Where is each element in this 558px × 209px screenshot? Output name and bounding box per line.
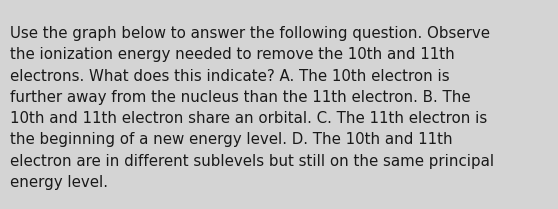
Text: Use the graph below to answer the following question. Observe
the ionization ene: Use the graph below to answer the follow… bbox=[10, 26, 494, 190]
